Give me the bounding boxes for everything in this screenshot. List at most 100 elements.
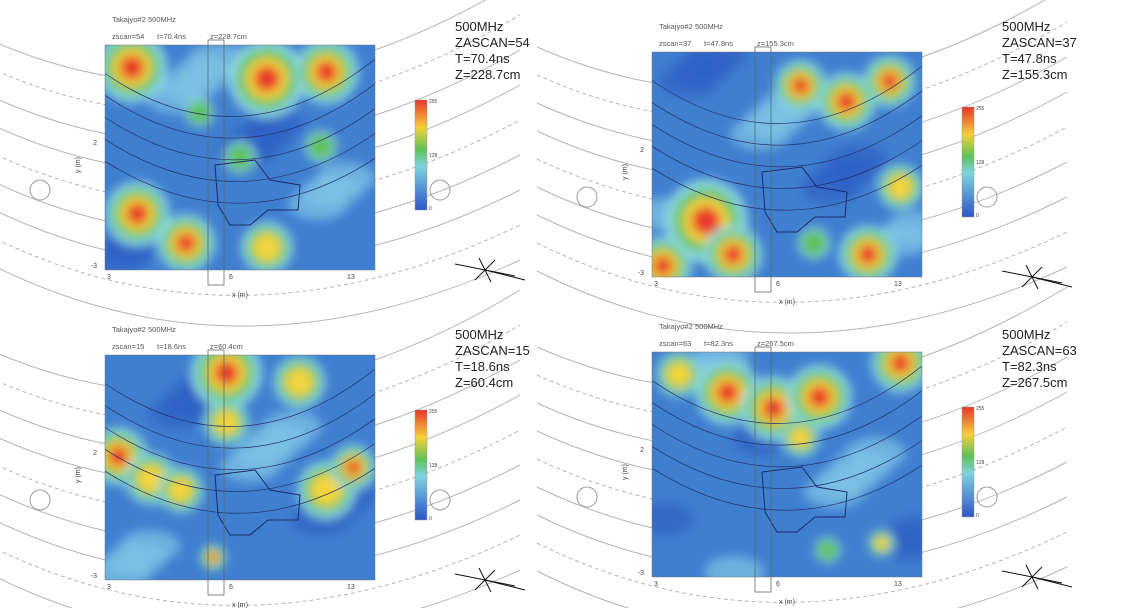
x-axis-label: x (m): [232, 602, 248, 608]
x-tick-label: 13: [347, 274, 355, 281]
caption-line: ZASCAN=54: [455, 35, 530, 50]
colorbar-label: 128: [976, 460, 985, 466]
compass-ray: [485, 580, 525, 590]
colorbar-label: 0: [429, 206, 432, 212]
heatmap: [630, 39, 946, 295]
y-tick-label: -3: [91, 263, 97, 270]
compass: [455, 258, 525, 282]
x-tick-label: 6: [776, 581, 780, 588]
panel: Takajyo#2500MHzzscan=54t=70.4nsz=228.7cm…: [0, 0, 525, 326]
y-tick-label: -3: [638, 270, 644, 277]
depth-label: z=267.5cm: [757, 339, 794, 348]
compass: [455, 568, 525, 592]
heat-spot: [891, 353, 911, 373]
compass: [1002, 265, 1072, 289]
caption-line: Z=228.7cm: [455, 67, 520, 82]
caption-line: 500MHz: [1002, 19, 1050, 34]
heatmap: [90, 338, 380, 588]
depth-label: z=60.4cm: [210, 342, 243, 351]
map-symbol: [30, 490, 50, 510]
heat-spot: [214, 410, 239, 435]
heat-spot: [126, 203, 148, 225]
zscan-label: zscan=37: [659, 39, 691, 48]
colorbar-label: 255: [429, 409, 438, 415]
heat-spot: [802, 231, 827, 256]
heat-spot: [792, 77, 810, 95]
compass-ray: [485, 270, 525, 280]
colorbar-label: 0: [429, 516, 432, 522]
heat-patch: [829, 145, 889, 177]
x-tick-label: 13: [894, 281, 902, 288]
freq-label: 500MHz: [148, 15, 176, 24]
heat-spot: [723, 245, 743, 265]
x-tick-label: 13: [347, 584, 355, 591]
y-axis-label: y (m): [75, 467, 82, 483]
heat-patch: [120, 530, 180, 562]
y-axis-label: y (m): [622, 464, 629, 480]
heat-spot: [214, 361, 238, 385]
compass-ray: [1032, 577, 1072, 587]
map-symbol: [30, 180, 50, 200]
y-axis-label: y (m): [622, 164, 629, 180]
x-axis-label: x (m): [779, 299, 795, 306]
caption-line: ZASCAN=15: [455, 343, 530, 358]
map-symbol: [577, 187, 597, 207]
caption-line: 500MHz: [455, 327, 503, 342]
heat-spot: [790, 427, 812, 449]
figure: Takajyo#2500MHzzscan=54t=70.4nsz=228.7cm…: [0, 0, 1124, 608]
time-label: t=70.4ns: [157, 32, 186, 41]
x-tick-label: 6: [229, 274, 233, 281]
depth-label: z=155.3cm: [757, 39, 794, 48]
depth-label: z=228.7cm: [210, 32, 247, 41]
heat-spot: [717, 382, 739, 404]
colorbar: [962, 407, 974, 517]
time-label: t=18.6ns: [157, 342, 186, 351]
y-tick-label: 2: [640, 147, 644, 154]
colorbar-label: 128: [429, 153, 438, 159]
freq-label: 500MHz: [148, 325, 176, 334]
heat-spot: [346, 460, 361, 475]
y-tick-label: 2: [93, 450, 97, 457]
x-tick-label: 6: [229, 584, 233, 591]
heat-spot: [315, 61, 337, 83]
y-tick-label: -3: [91, 573, 97, 580]
time-label: t=82.3ns: [704, 339, 733, 348]
heat-spot: [109, 446, 129, 466]
caption-line: 500MHz: [1002, 327, 1050, 342]
heat-spot: [763, 397, 785, 419]
site-label: Takajyo#2: [112, 325, 146, 334]
caption-line: T=47.8ns: [1002, 51, 1057, 66]
colorbar-label: 0: [976, 513, 979, 519]
heat-spot: [228, 145, 253, 170]
heat-patch: [889, 516, 949, 548]
heat-spot: [253, 233, 282, 262]
heat-spot: [881, 72, 899, 90]
caption-line: ZASCAN=37: [1002, 35, 1077, 50]
caption-line: T=82.3ns: [1002, 359, 1057, 374]
x-tick-label: 3: [654, 281, 658, 288]
heat-spot: [120, 55, 144, 79]
heat-spot: [837, 92, 857, 112]
heat-patch: [316, 162, 376, 194]
heat-spot: [309, 134, 334, 159]
colorbar: [415, 100, 427, 210]
colorbar-label: 128: [976, 160, 985, 166]
x-tick-label: 6: [776, 281, 780, 288]
caption-line: Z=267.5cm: [1002, 375, 1067, 390]
y-tick-label: 2: [640, 447, 644, 454]
site-label: Takajyo#2: [659, 22, 693, 31]
x-axis-label: x (m): [232, 292, 248, 299]
freq-label: 500MHz: [695, 22, 723, 31]
colorbar-label: 255: [976, 106, 985, 112]
zscan-label: zscan=15: [112, 342, 144, 351]
heat-patch: [633, 503, 693, 535]
map-symbol: [977, 487, 997, 507]
panel: Takajyo#2500MHzzscan=15t=18.6nsz=60.4cmy…: [0, 290, 525, 608]
heat-spot: [692, 206, 721, 235]
map-symbol: [577, 487, 597, 507]
zscan-label: zscan=63: [659, 339, 691, 348]
x-axis-label: x (m): [779, 599, 795, 606]
caption-line: T=70.4ns: [455, 51, 510, 66]
